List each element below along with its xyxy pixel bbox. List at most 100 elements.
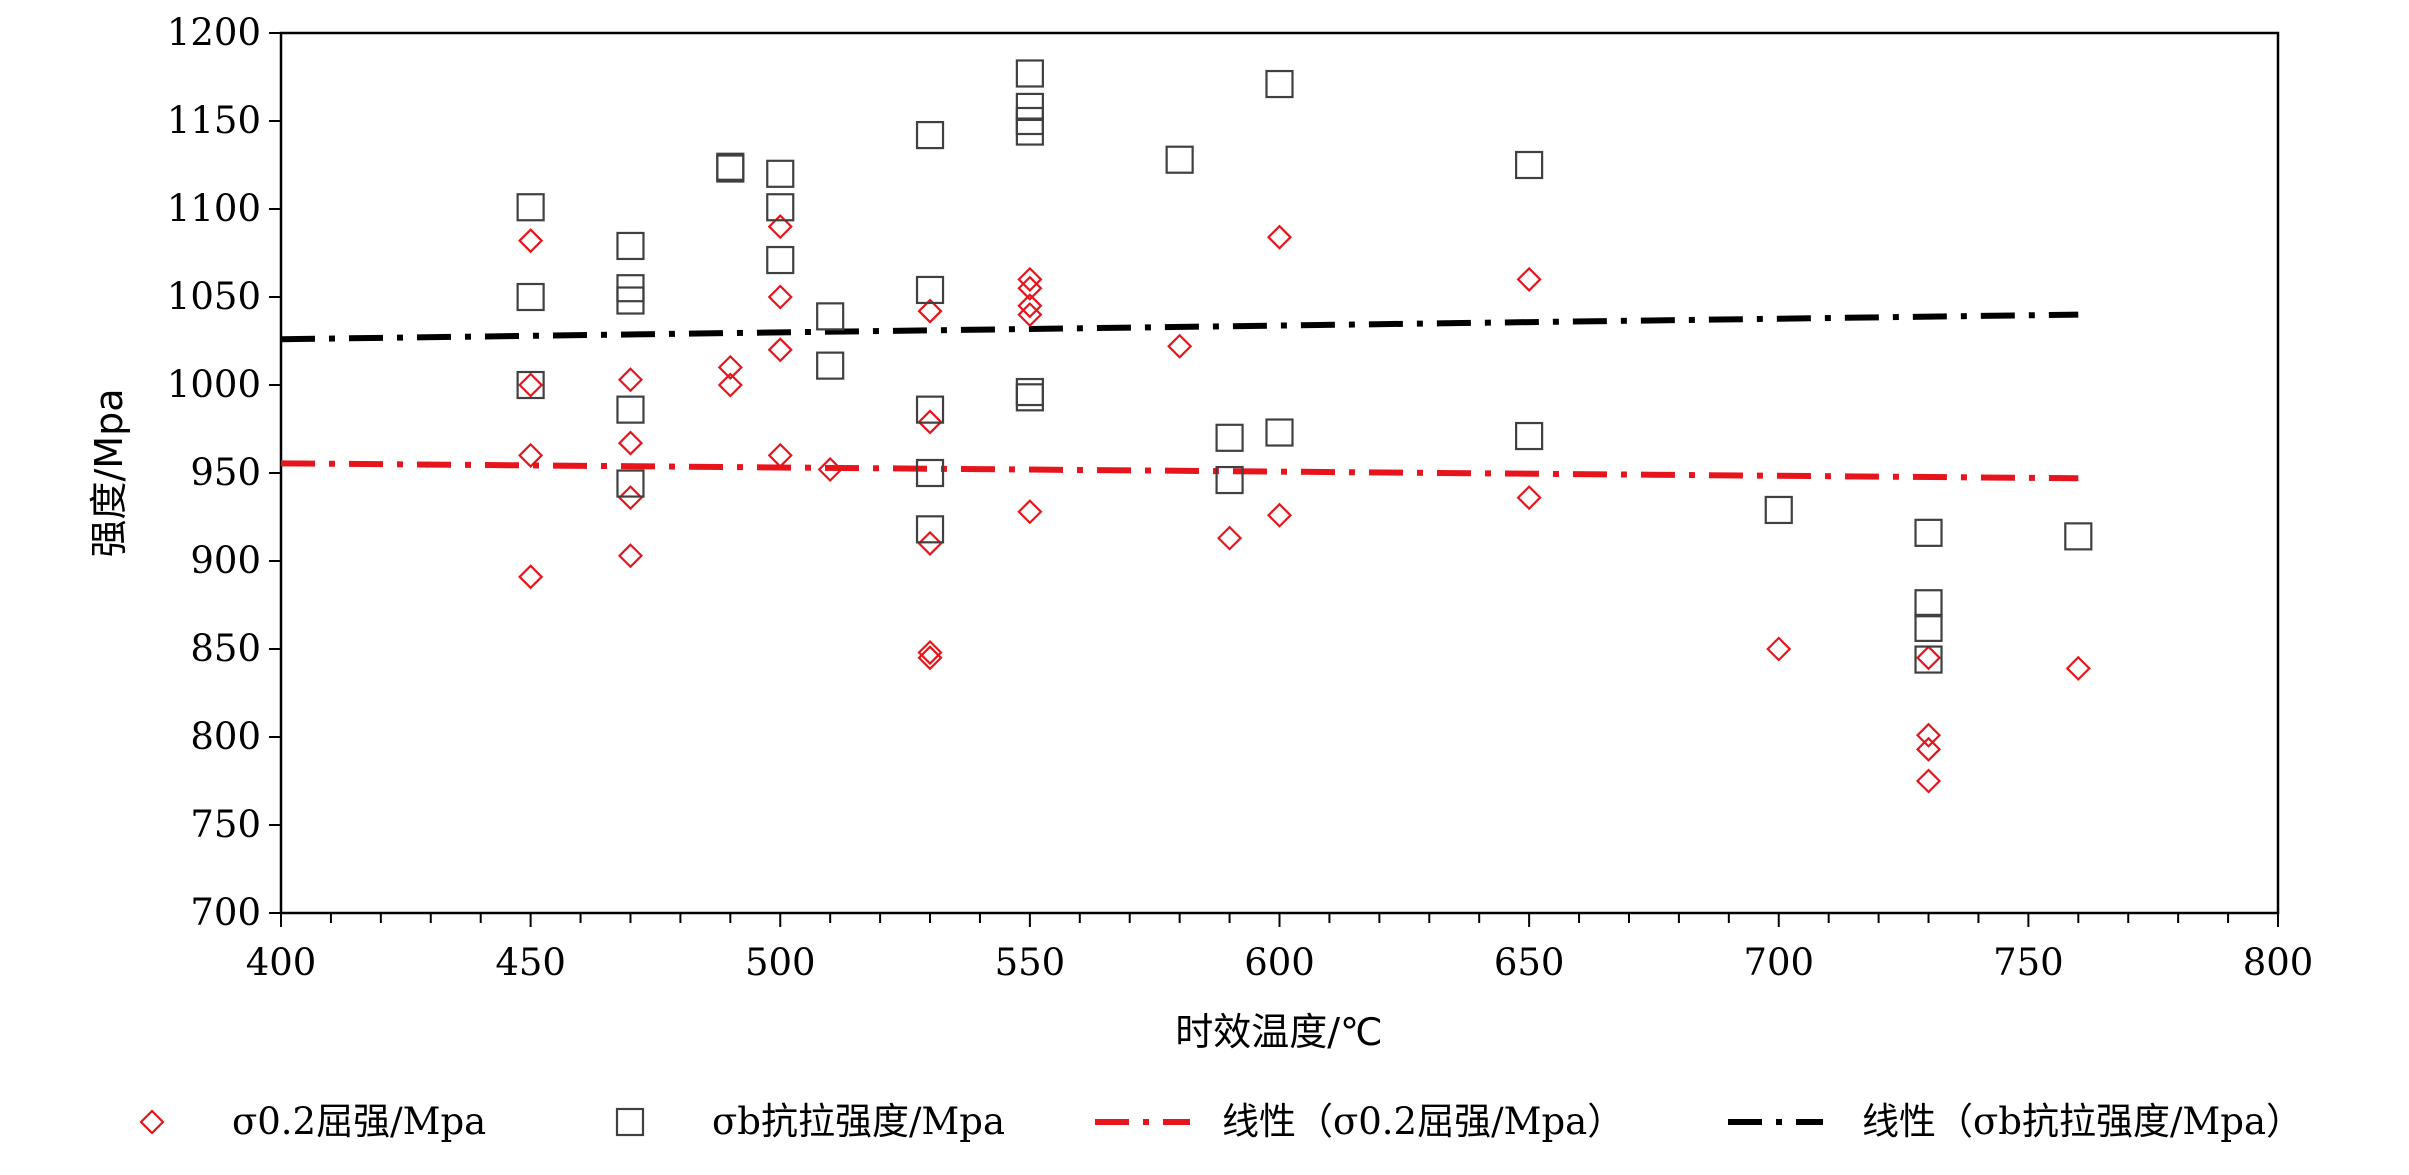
legend-label: σ0.2屈强/Mpa — [232, 1100, 486, 1143]
yield-strength-point — [1266, 224, 1293, 250]
tensile-strength-point — [516, 282, 545, 312]
axis-ticks: 700 750 800 850 900 950 1000 1050 1100 1150 1200 40… — [167, 11, 2313, 984]
yield-strength-point — [917, 298, 943, 324]
yield-strength-point — [1017, 293, 1043, 319]
x-tick-label: 550 — [995, 941, 1066, 984]
yield-strength-point — [1217, 525, 1243, 551]
yield-strength-point — [767, 442, 793, 468]
y-tick-label: 1200 — [167, 11, 261, 54]
yield-strength-point — [767, 284, 793, 310]
tensile-strength-point — [716, 154, 745, 183]
tensile-strength-point — [616, 231, 645, 261]
yield-strength-point — [917, 639, 943, 666]
tensile-strength-point — [2064, 522, 2093, 551]
tensile-strength-point — [616, 395, 645, 424]
yield-strength-point — [2065, 655, 2091, 681]
plot-area — [279, 31, 2280, 915]
y-tick-label: 950 — [190, 451, 261, 494]
tensile-strength-point — [516, 370, 545, 400]
yield-strength-point — [1516, 266, 1542, 292]
yield-strength-point — [617, 485, 644, 511]
x-tick-label: 700 — [1743, 941, 1814, 984]
tensile-strength-point — [1015, 383, 1044, 412]
tensile-strength-point — [1764, 495, 1793, 525]
trendline — [280, 311, 2079, 343]
tensile-strength-point — [1515, 150, 1544, 180]
trendlines — [280, 311, 2079, 482]
yield-strength-point — [1766, 636, 1792, 662]
tensile-strength-point — [1015, 117, 1044, 146]
yield-strength-point — [767, 337, 793, 363]
tensile-strength-point — [1914, 518, 1943, 547]
tensile-strength-point — [766, 245, 795, 275]
tensile-strength-point — [616, 469, 645, 498]
y-tick-label: 1100 — [167, 187, 261, 230]
tensile-strength-point — [816, 302, 845, 331]
y-tick-label: 1050 — [167, 275, 261, 318]
tensile-strength-point — [816, 351, 845, 380]
legend-diamond-icon — [139, 1109, 165, 1135]
x-tick-label: 800 — [2243, 941, 2314, 984]
tensile-strength-point — [1515, 421, 1544, 451]
tensile-strength-point — [1914, 589, 1943, 618]
yield-strength-point — [717, 372, 743, 398]
yield-strength-point — [1915, 645, 1942, 671]
yield-strength-point — [617, 367, 644, 393]
y-tick-label: 850 — [190, 627, 261, 670]
tensile-strength-point — [716, 152, 745, 181]
yield-strength-point — [1915, 768, 1942, 794]
x-axis-title: 时效温度/℃ — [1175, 1010, 1382, 1054]
yield-strength-point — [518, 564, 544, 590]
yield-strength-point — [1017, 266, 1043, 292]
tensile-strength-point — [1914, 613, 1943, 642]
yield-strength-point — [518, 372, 544, 398]
tensile-strength-point — [616, 286, 645, 315]
legend-label: 线性（σ0.2屈强/Mpa） — [1222, 1100, 1624, 1143]
x-tick-label: 750 — [1993, 941, 2064, 984]
tensile-strength-point — [766, 159, 795, 188]
yield-strength-point — [1915, 736, 1942, 762]
y-tick-label: 700 — [190, 891, 261, 934]
tensile-strength-point — [766, 193, 795, 222]
yield-strength-point — [917, 645, 943, 671]
yield-strength-point — [1167, 333, 1193, 359]
tensile-strength-point — [1015, 377, 1044, 407]
y-axis-title: 强度/Mpa — [87, 389, 131, 558]
tensile-strength-point — [1015, 59, 1044, 88]
yield-strength-point — [518, 228, 544, 254]
y-tick-label: 800 — [190, 715, 261, 758]
yield-strength-point — [1266, 502, 1293, 528]
x-tick-label: 400 — [246, 941, 317, 984]
yield-strength-point — [617, 543, 644, 569]
x-tick-label: 450 — [495, 941, 566, 984]
yield-strength-point — [817, 456, 843, 483]
yield-strength-point — [1017, 275, 1043, 301]
tensile-strength-point — [915, 395, 945, 424]
yield-strength-point — [518, 442, 544, 468]
legend-label: σb抗拉强度/Mpa — [712, 1100, 1005, 1143]
x-tick-label: 600 — [1244, 941, 1315, 984]
trendline — [280, 460, 2079, 482]
yield-strength-point — [767, 214, 793, 240]
tensile-strength-point — [915, 458, 945, 488]
yield-strength-point — [1915, 722, 1942, 748]
y-tick-label: 900 — [190, 539, 261, 582]
y-tick-label: 1000 — [167, 363, 261, 406]
y-tick-label: 1150 — [167, 99, 261, 142]
y-tick-label: 750 — [190, 803, 261, 846]
tensile-strength-point — [1265, 418, 1294, 447]
yield-strength-point — [1516, 485, 1542, 511]
yield-strength-point — [1017, 302, 1043, 328]
x-tick-label: 500 — [745, 941, 816, 984]
yield-strength-point — [1017, 499, 1043, 525]
tensile-strength-point — [915, 120, 945, 150]
yield-strength-point — [917, 409, 943, 435]
data-points — [516, 59, 2093, 794]
tensile-strength-point — [1914, 645, 1943, 674]
legend-label: 线性（σb抗拉强度/Mpa） — [1862, 1100, 2303, 1143]
tensile-strength-point — [1265, 69, 1294, 99]
tensile-strength-point — [915, 515, 945, 544]
tensile-strength-point — [1165, 145, 1194, 174]
yield-strength-point — [717, 354, 743, 380]
